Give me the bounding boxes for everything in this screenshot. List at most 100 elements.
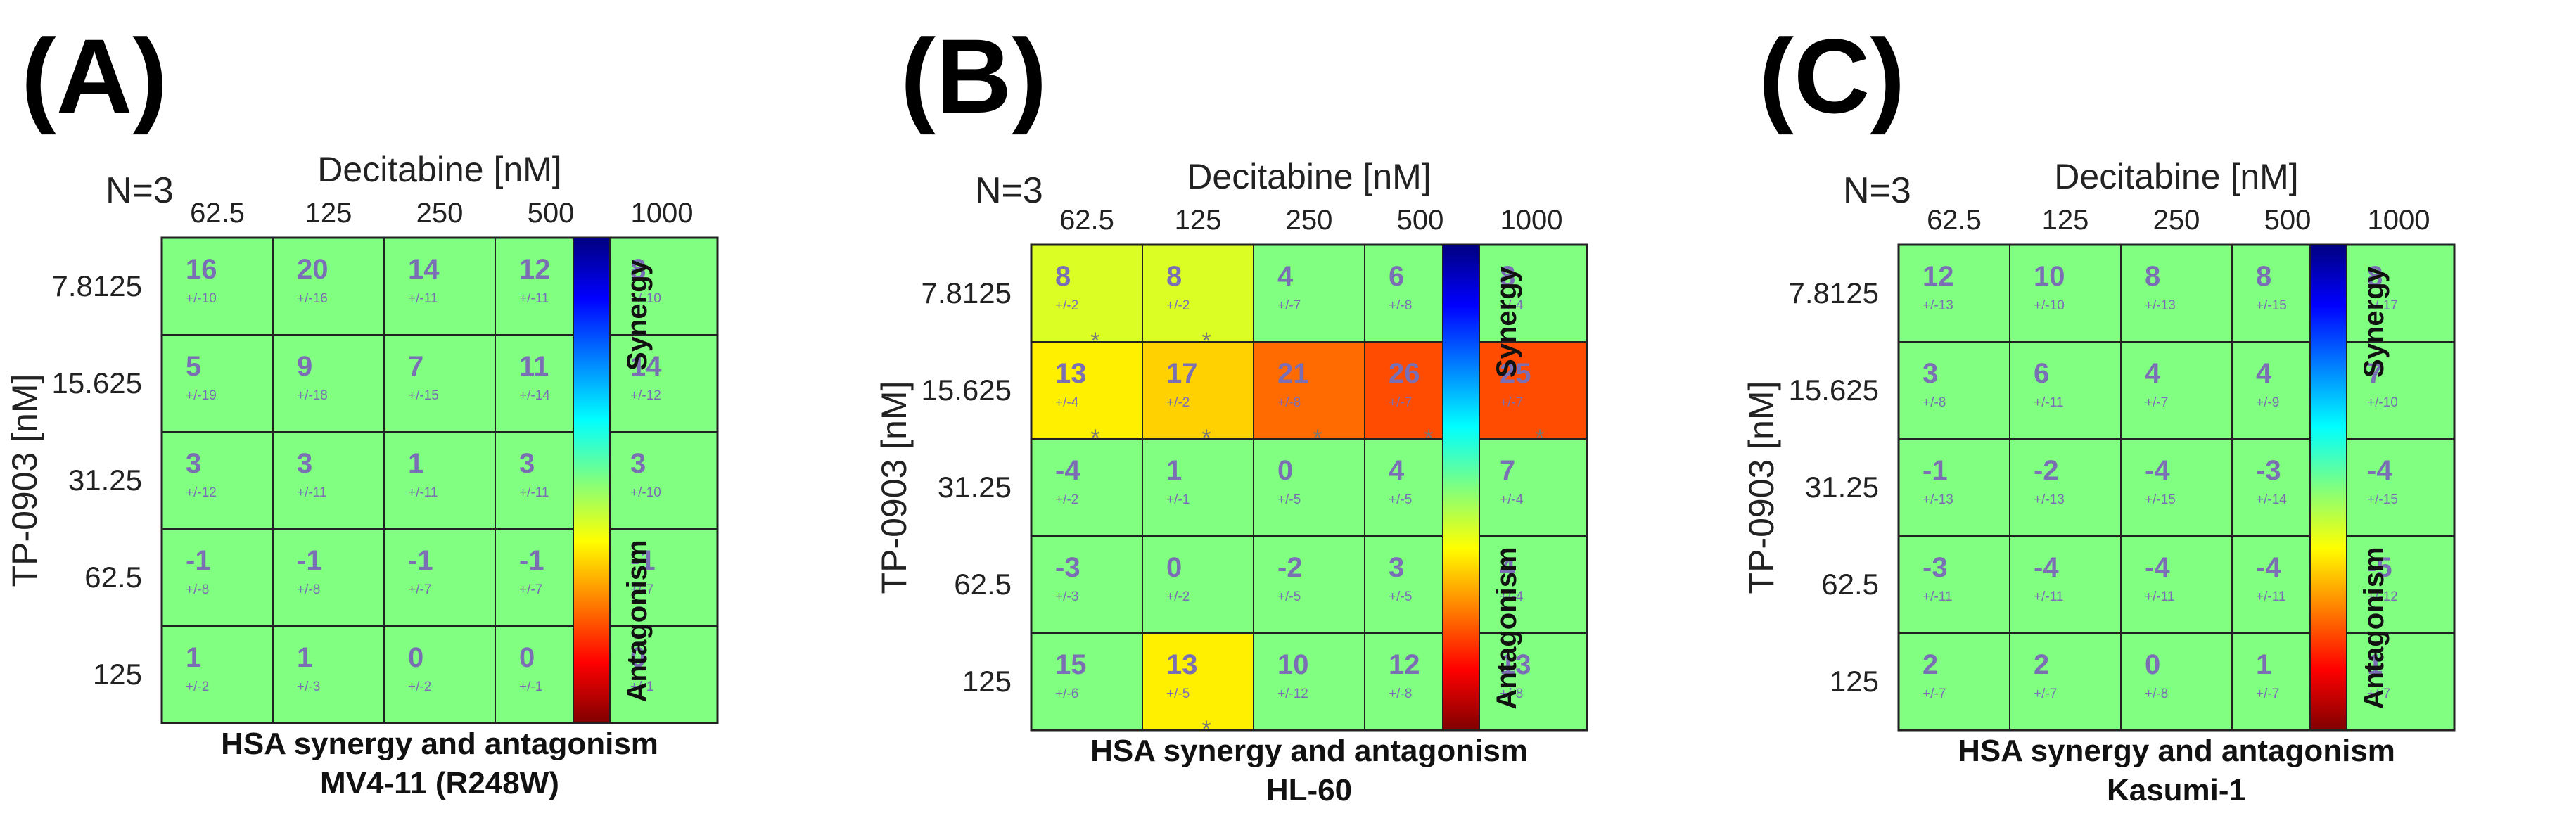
- y-tick-label: 62.5: [1821, 568, 1879, 601]
- panel-label: (C): [1759, 17, 1905, 135]
- heatmap-cell: [1253, 438, 1365, 537]
- x-tick-label: 1000: [1500, 205, 1563, 236]
- cell-error: +/-2: [186, 679, 209, 694]
- cell-value: -2: [1277, 552, 1303, 583]
- heatmap-cell: [272, 237, 385, 336]
- y-tick-label: 62.5: [84, 561, 142, 594]
- heatmap-cell: [1898, 244, 2010, 343]
- heatmap-cell: [2009, 632, 2122, 731]
- cell-error: +/-13: [1923, 492, 1953, 507]
- cell-value: -1: [297, 545, 322, 576]
- heatmap-cell: [1142, 244, 1254, 343]
- cell-error: +/-11: [519, 485, 549, 500]
- cell-value: 0: [2145, 649, 2160, 680]
- cell-error: +/-10: [2367, 395, 2398, 410]
- colorbar-label-synergy: Synergy: [1491, 266, 1522, 378]
- cell-error: +/-15: [2256, 298, 2287, 313]
- cell-value: 10: [2034, 261, 2065, 292]
- cell-error: +/-4: [1055, 395, 1079, 410]
- cell-error: +/-7: [2145, 395, 2168, 410]
- cell-value: 3: [1923, 358, 1938, 389]
- cell-value: 14: [408, 254, 440, 285]
- y-axis-label: TP-0903 [nM]: [5, 374, 44, 587]
- colorbar: [1442, 244, 1480, 731]
- cell-error: +/-1: [630, 679, 653, 694]
- x-tick-label: 62.5: [1927, 205, 1982, 236]
- cell-value: 1: [297, 642, 312, 673]
- heatmap-cell: [161, 625, 274, 724]
- heatmap-cell: [1253, 632, 1365, 731]
- cell-error: +/-8: [1389, 687, 1412, 701]
- y-tick-label: 125: [962, 665, 1012, 698]
- cell-value: 2: [2034, 649, 2049, 680]
- footer-cell-line: Kasumi-1: [2107, 773, 2246, 807]
- x-tick-label: 250: [2153, 205, 2200, 236]
- n-label: N=3: [106, 170, 174, 211]
- y-tick-label: 15.625: [1789, 374, 1879, 407]
- colorbar-label-antagonism: Antagonism: [2359, 547, 2390, 709]
- y-tick-label: 7.8125: [1789, 276, 1879, 309]
- y-tick-label: 62.5: [954, 568, 1012, 601]
- cell-error: +/-8: [297, 582, 320, 597]
- heatmap-cell: [1475, 244, 1588, 343]
- cell-error: +/-5: [1277, 589, 1301, 604]
- cell-value: 9: [297, 351, 312, 382]
- cell-value: -1: [186, 545, 211, 576]
- heatmap-cell: [2120, 341, 2233, 440]
- colorbar-label-antagonism: Antagonism: [622, 540, 653, 702]
- cell-value: 10: [1277, 649, 1309, 680]
- y-tick-label: 125: [93, 658, 142, 691]
- x-tick-label: 500: [528, 198, 575, 229]
- heatmap-cell: [272, 528, 385, 627]
- cell-error: +/-8: [2145, 687, 2168, 701]
- x-tick-label: 125: [1175, 205, 1222, 236]
- x-tick-label: 500: [2264, 205, 2312, 236]
- x-tick-label: 125: [2042, 205, 2089, 236]
- x-tick-label: 1000: [2368, 205, 2430, 236]
- cell-value: 1: [2256, 649, 2271, 680]
- cell-value: 8: [630, 254, 646, 285]
- heatmap-cell: [1142, 632, 1254, 731]
- cell-error: +/-11: [297, 485, 326, 500]
- heatmap-cell: [1031, 341, 1143, 440]
- y-tick-label: 125: [1830, 665, 1879, 698]
- cell-value: 4: [2256, 358, 2272, 389]
- cell-error: +/-5: [1277, 492, 1301, 507]
- cell-error: +/-16: [297, 291, 328, 306]
- cell-error: +/-15: [2367, 492, 2398, 507]
- cell-error: +/-9: [2256, 395, 2279, 410]
- cell-value: -1: [519, 545, 544, 576]
- heatmap-cell: [2342, 438, 2455, 537]
- cell-value: 0: [630, 642, 646, 673]
- cell-error: +/-4: [1500, 492, 1524, 507]
- colorbar-label-antagonism: Antagonism: [1491, 547, 1522, 709]
- cell-value: -4: [2367, 455, 2392, 486]
- cell-value: -1: [1923, 455, 1948, 486]
- cell-error: +/-3: [297, 679, 320, 694]
- cell-error: +/-10: [630, 291, 661, 306]
- cell-error: +/-14: [2256, 492, 2287, 507]
- footer-title: HSA synergy and antagonism: [1958, 734, 2395, 768]
- heatmap-cell: [1253, 244, 1365, 343]
- heatmap-cell: [1253, 535, 1365, 634]
- heatmap-cell: [2120, 632, 2233, 731]
- heatmap-cell: [606, 237, 718, 336]
- cell-value: 3: [186, 448, 201, 479]
- cell-error: +/-12: [630, 388, 661, 403]
- x-tick-label: 250: [416, 198, 464, 229]
- heatmap-cell: [2120, 438, 2233, 537]
- cell-value: 3: [1389, 552, 1404, 583]
- heatmap-cell: [1031, 535, 1143, 634]
- heatmap-cell: [2009, 438, 2122, 537]
- heatmap-cell: [383, 528, 496, 627]
- cell-error: +/-8: [1500, 687, 1523, 701]
- cell-error: +/-2: [1055, 492, 1078, 507]
- cell-error: +/-11: [408, 291, 438, 306]
- colorbar: [2309, 244, 2347, 731]
- cell-error: +/-7: [630, 582, 653, 597]
- cell-error: +/-8: [1277, 395, 1301, 410]
- cell-value: -4: [2145, 455, 2170, 486]
- heatmap-cell: [161, 431, 274, 530]
- cell-value: 3: [519, 448, 535, 479]
- heatmap-cell: [2342, 244, 2455, 343]
